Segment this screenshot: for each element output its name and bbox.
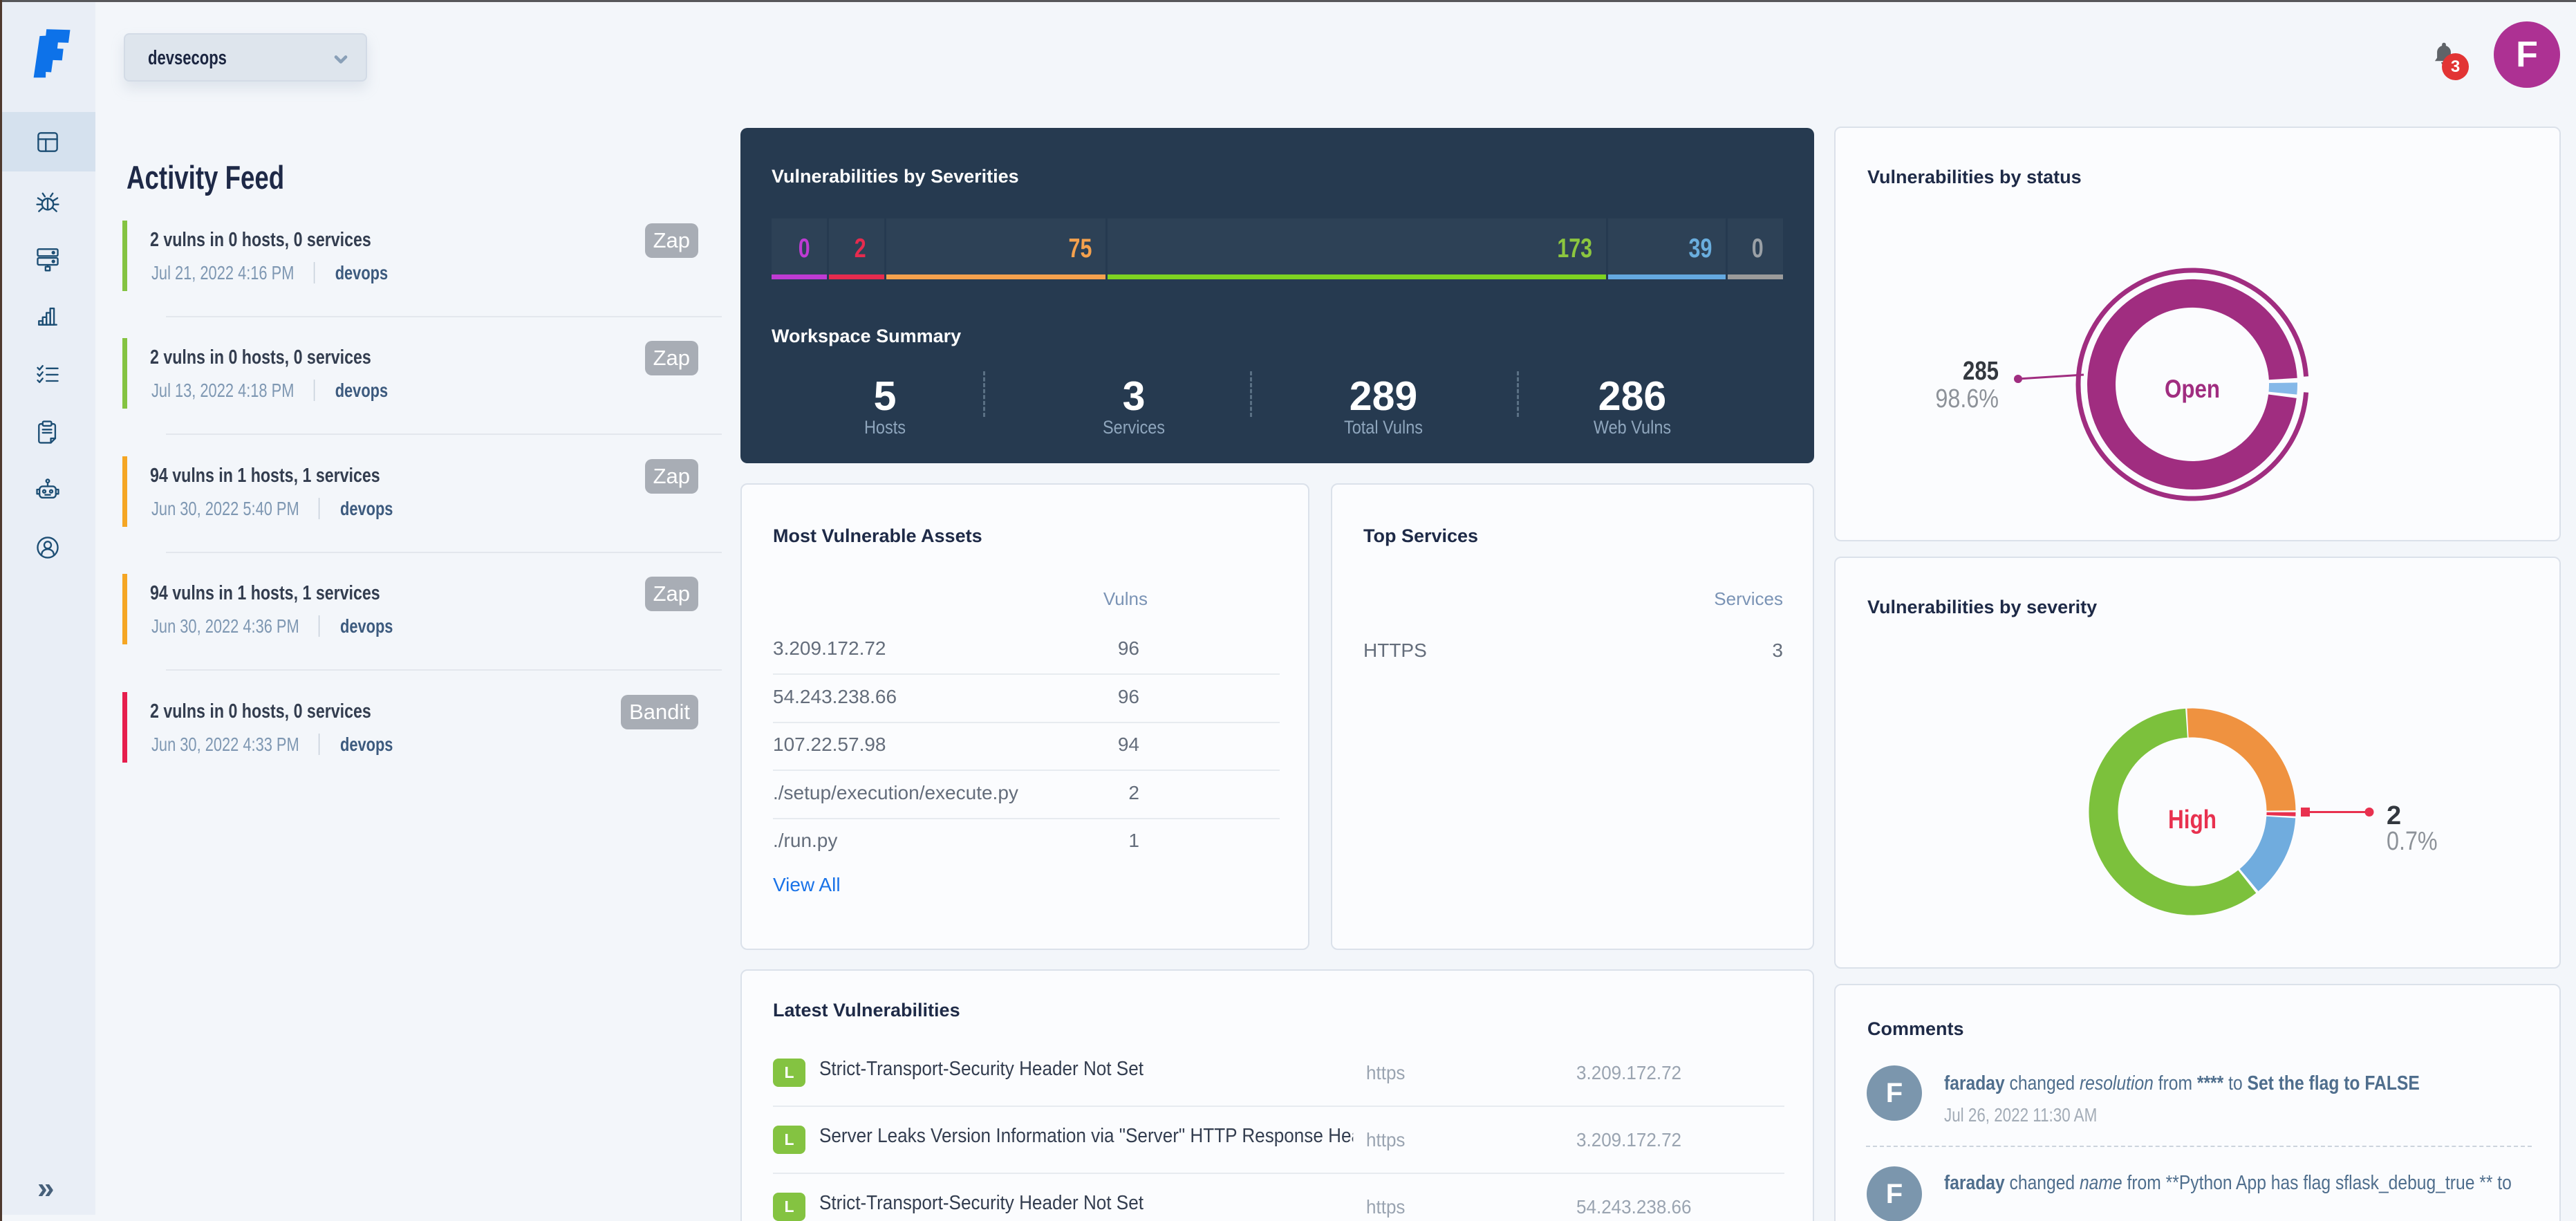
- svg-text:Open: Open: [2165, 375, 2220, 403]
- svg-text:High: High: [2168, 805, 2216, 835]
